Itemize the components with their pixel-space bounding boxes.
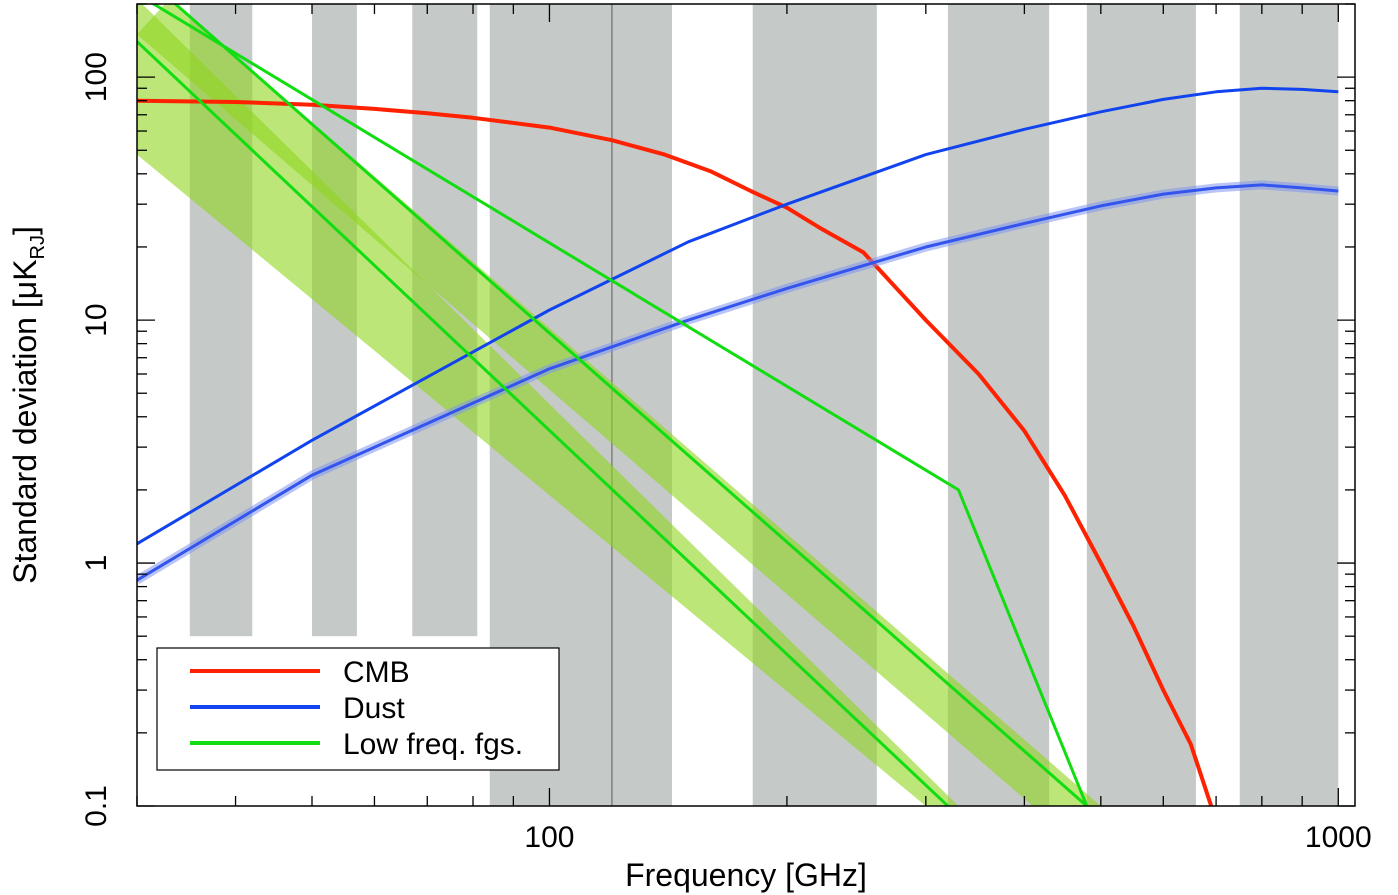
y-axis-label-subscript: RJ [27, 235, 49, 259]
x-axis-label: Frequency [GHz] [625, 857, 867, 893]
frequency-band-8 [1239, 4, 1339, 806]
frequency-band-6 [947, 4, 1050, 806]
plot-frame [136, 3, 1356, 807]
y-tick-label: 100 [80, 52, 113, 102]
legend-label-3: Low freq. fgs. [343, 728, 523, 761]
y-tick-label: 10 [80, 303, 113, 336]
y-axis-label-main: Standard deviation [μK [7, 259, 43, 583]
series-line-4 [137, 40, 949, 806]
legend-label-1: CMB [343, 656, 410, 689]
series-line-6 [150, 4, 1089, 806]
frequency-band-7 [1086, 4, 1196, 806]
y-tick-label: 1 [80, 555, 113, 572]
y-axis-label-close: ] [7, 226, 43, 235]
series-line-3 [137, 183, 1339, 582]
series-line-2 [137, 86, 1339, 546]
series-line-5 [173, 4, 1088, 806]
series-line-1 [137, 98, 1214, 806]
plot-area [137, 4, 1339, 806]
axis-ticks: 100 1000 0.1 1 10 100 [80, 3, 1372, 854]
x-tick-label: 1000 [1305, 821, 1372, 854]
series-lines [137, 4, 1339, 806]
legend-label-2: Dust [343, 692, 405, 725]
x-tick-label: 100 [524, 821, 574, 854]
y-axis-label: Standard deviation [μKRJ] [7, 226, 49, 584]
y-tick-label: 0.1 [80, 785, 113, 827]
